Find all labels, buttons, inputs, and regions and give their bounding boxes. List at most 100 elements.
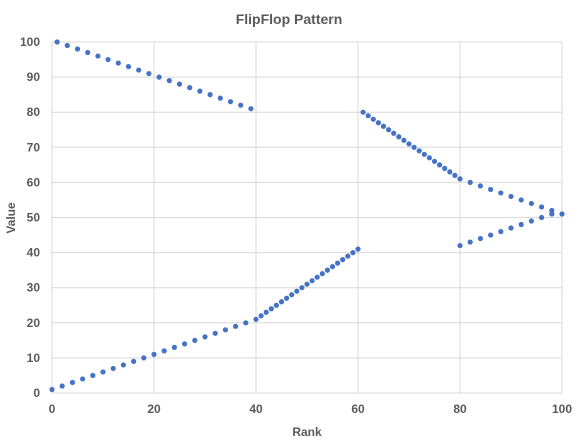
y-tick-label: 80 (27, 105, 41, 119)
data-point (171, 344, 177, 350)
data-point (90, 372, 96, 379)
data-point (406, 141, 412, 147)
data-point (396, 134, 402, 140)
data-point (85, 49, 91, 56)
data-point (477, 235, 483, 242)
data-point (202, 334, 208, 340)
data-point (156, 74, 162, 80)
data-point (110, 365, 116, 372)
x-tick-label: 80 (453, 402, 467, 416)
data-point (437, 162, 443, 168)
data-point (187, 85, 193, 91)
y-tick-label: 90 (27, 70, 41, 84)
x-tick-label: 60 (351, 402, 365, 416)
data-point (100, 369, 106, 375)
gridlines (51, 41, 563, 394)
data-point (457, 176, 463, 182)
data-point (360, 109, 366, 115)
data-point (350, 250, 356, 256)
data-point (340, 257, 346, 263)
y-tick-label: 100 (20, 35, 40, 49)
data-points (49, 39, 565, 393)
data-point (477, 183, 483, 189)
data-point (217, 95, 223, 101)
data-point (528, 200, 535, 207)
data-point (227, 99, 234, 105)
data-point (161, 348, 167, 354)
y-tick-label: 0 (33, 386, 40, 400)
data-point (452, 172, 458, 178)
data-point (207, 92, 213, 98)
data-point (416, 148, 422, 154)
data-point (319, 271, 325, 277)
data-point (528, 218, 535, 224)
data-point (299, 285, 305, 291)
data-point (431, 158, 438, 164)
data-point (284, 295, 290, 301)
data-point (411, 144, 417, 150)
data-point (401, 137, 407, 143)
data-point (131, 358, 137, 365)
data-point (125, 63, 132, 70)
tick-labels: 0 10 20 30 40 50 60 70 80 90 100 0 20 40 60 80 100 (20, 35, 572, 416)
data-point (304, 281, 310, 287)
y-tick-label: 60 (27, 175, 41, 189)
data-point (309, 278, 315, 284)
data-point (120, 362, 126, 368)
data-point (386, 127, 392, 133)
data-point (539, 214, 545, 221)
y-tick-label: 30 (27, 281, 41, 295)
chart-title: FlipFlop Pattern (236, 11, 343, 27)
data-point (498, 190, 504, 196)
data-point (95, 53, 101, 59)
data-point (166, 78, 172, 84)
data-point (115, 60, 121, 66)
x-tick-label: 20 (147, 402, 161, 416)
x-tick-label: 40 (249, 402, 263, 416)
data-point (447, 169, 453, 175)
data-point (64, 42, 70, 49)
x-tick-label: 100 (552, 402, 572, 416)
x-tick-label: 0 (49, 402, 56, 416)
data-point (253, 316, 259, 322)
data-point (238, 102, 244, 108)
data-point (355, 246, 361, 252)
data-point (488, 232, 494, 238)
data-point (222, 327, 228, 333)
data-point (243, 320, 249, 326)
data-point (345, 253, 351, 259)
data-point (59, 383, 65, 389)
data-point (324, 267, 330, 273)
data-point (442, 165, 448, 171)
data-point (268, 306, 274, 312)
data-point (508, 193, 514, 200)
data-point (549, 211, 555, 217)
data-point (80, 376, 86, 382)
data-point (467, 239, 473, 245)
data-point (314, 274, 320, 280)
data-point (136, 67, 142, 73)
data-point (488, 186, 494, 193)
data-point (380, 123, 387, 129)
data-point (391, 130, 397, 136)
data-point (74, 46, 81, 52)
data-point (54, 39, 60, 45)
data-point (365, 113, 371, 119)
data-point (518, 197, 524, 203)
data-point (426, 155, 432, 161)
data-point (335, 260, 341, 266)
data-point (294, 288, 300, 294)
y-axis-title: Value (4, 202, 18, 234)
data-point (151, 351, 157, 357)
data-point (559, 211, 565, 217)
data-point (248, 106, 254, 112)
data-point (421, 151, 427, 157)
y-tick-label: 10 (27, 351, 41, 365)
data-point (539, 204, 545, 210)
data-point (289, 292, 295, 298)
data-point (498, 228, 504, 235)
data-point (105, 56, 111, 63)
data-point (518, 221, 524, 228)
